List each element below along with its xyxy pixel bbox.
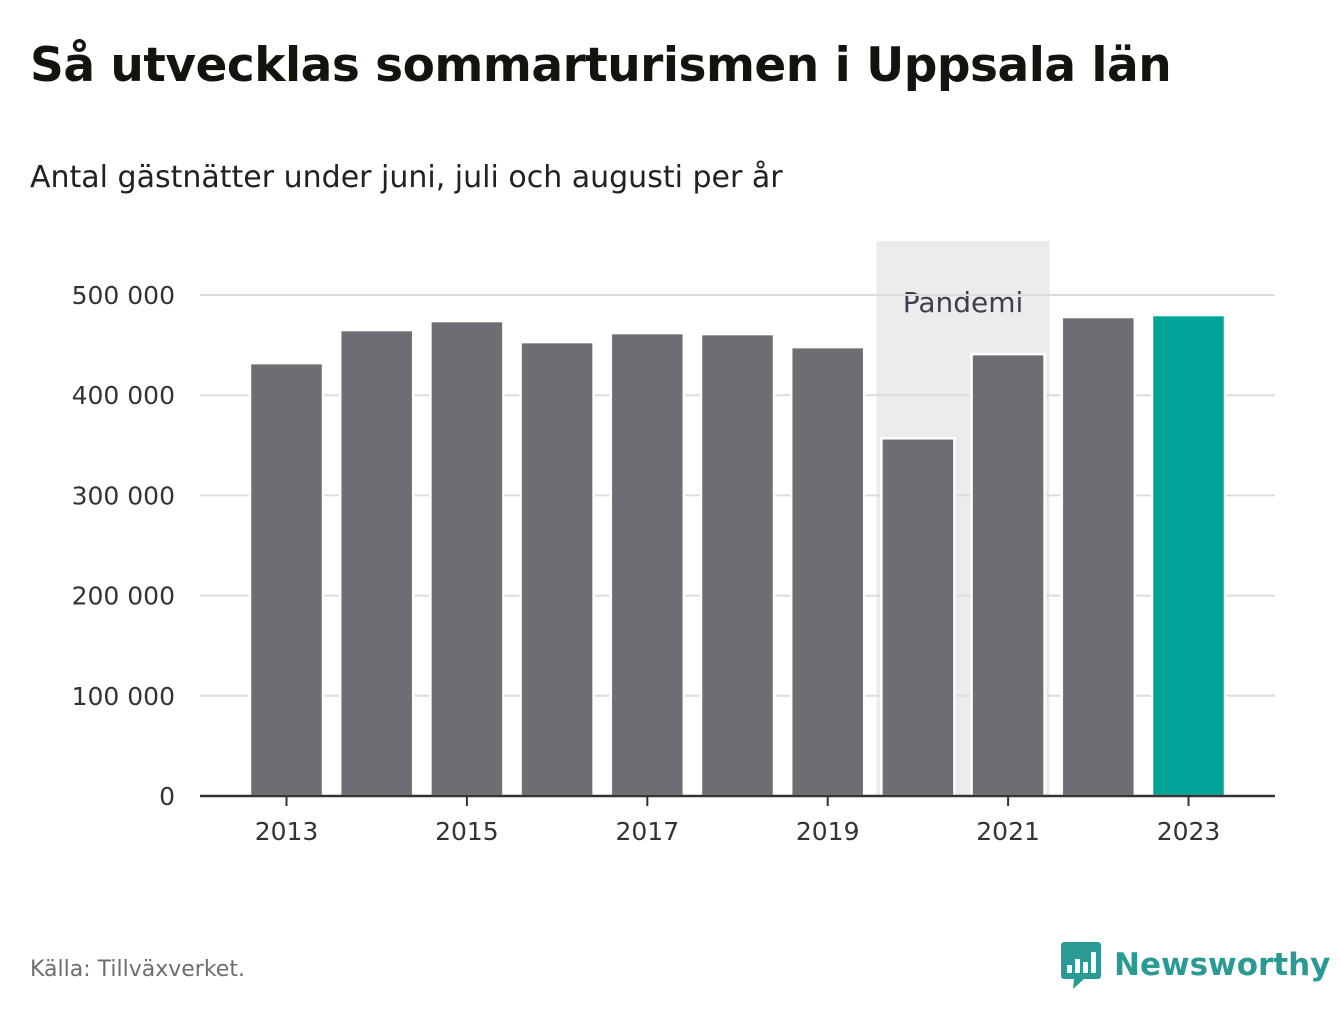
bar-2023 [1150, 313, 1227, 798]
bar-2019 [789, 345, 866, 798]
brand: Newsworthy [1060, 940, 1330, 990]
logo-bar-3 [1083, 962, 1088, 973]
logo-bar-2 [1075, 959, 1080, 973]
x-tick-label: 2017 [615, 817, 679, 846]
bar-2015 [429, 319, 505, 798]
bar-2013 [248, 361, 325, 798]
y-tick-label: 400 000 [72, 381, 175, 410]
y-tick-label: 200 000 [72, 582, 175, 611]
bar-chart: Pandemi 0 100 000 200 000 300 000 400 000 500 … [72, 241, 1275, 846]
logo-bar-4 [1091, 952, 1096, 973]
bar-2022 [1060, 315, 1137, 798]
pandemic-band-label: Pandemi [903, 286, 1024, 319]
y-tick-label: 0 [159, 782, 175, 811]
y-tick-label: 100 000 [72, 682, 175, 711]
bar-2018 [699, 332, 776, 798]
bar-2016 [519, 340, 595, 798]
bar-2014 [338, 328, 415, 798]
brand-name: Newsworthy [1114, 947, 1331, 983]
source-note: Källa: Tillväxverket. [30, 957, 245, 982]
x-tick-label: 2021 [976, 817, 1040, 846]
bar-2021 [970, 352, 1046, 798]
bar-2020 [880, 437, 956, 798]
y-tick-label: 300 000 [72, 481, 175, 510]
x-tick-label: 2013 [255, 817, 319, 846]
chart-title: Så utvecklas sommarturismen i Uppsala lä… [30, 38, 1172, 93]
x-tick-label: 2023 [1157, 817, 1221, 846]
bar-2017 [609, 331, 686, 798]
y-tick-label: 500 000 [72, 281, 175, 310]
logo-bar-1 [1067, 965, 1072, 973]
x-tick-label: 2015 [435, 817, 499, 846]
newsworthy-logo-icon [1061, 942, 1101, 989]
chart-subtitle: Antal gästnätter under juni, juli och au… [30, 160, 783, 195]
x-tick-label: 2019 [796, 817, 860, 846]
